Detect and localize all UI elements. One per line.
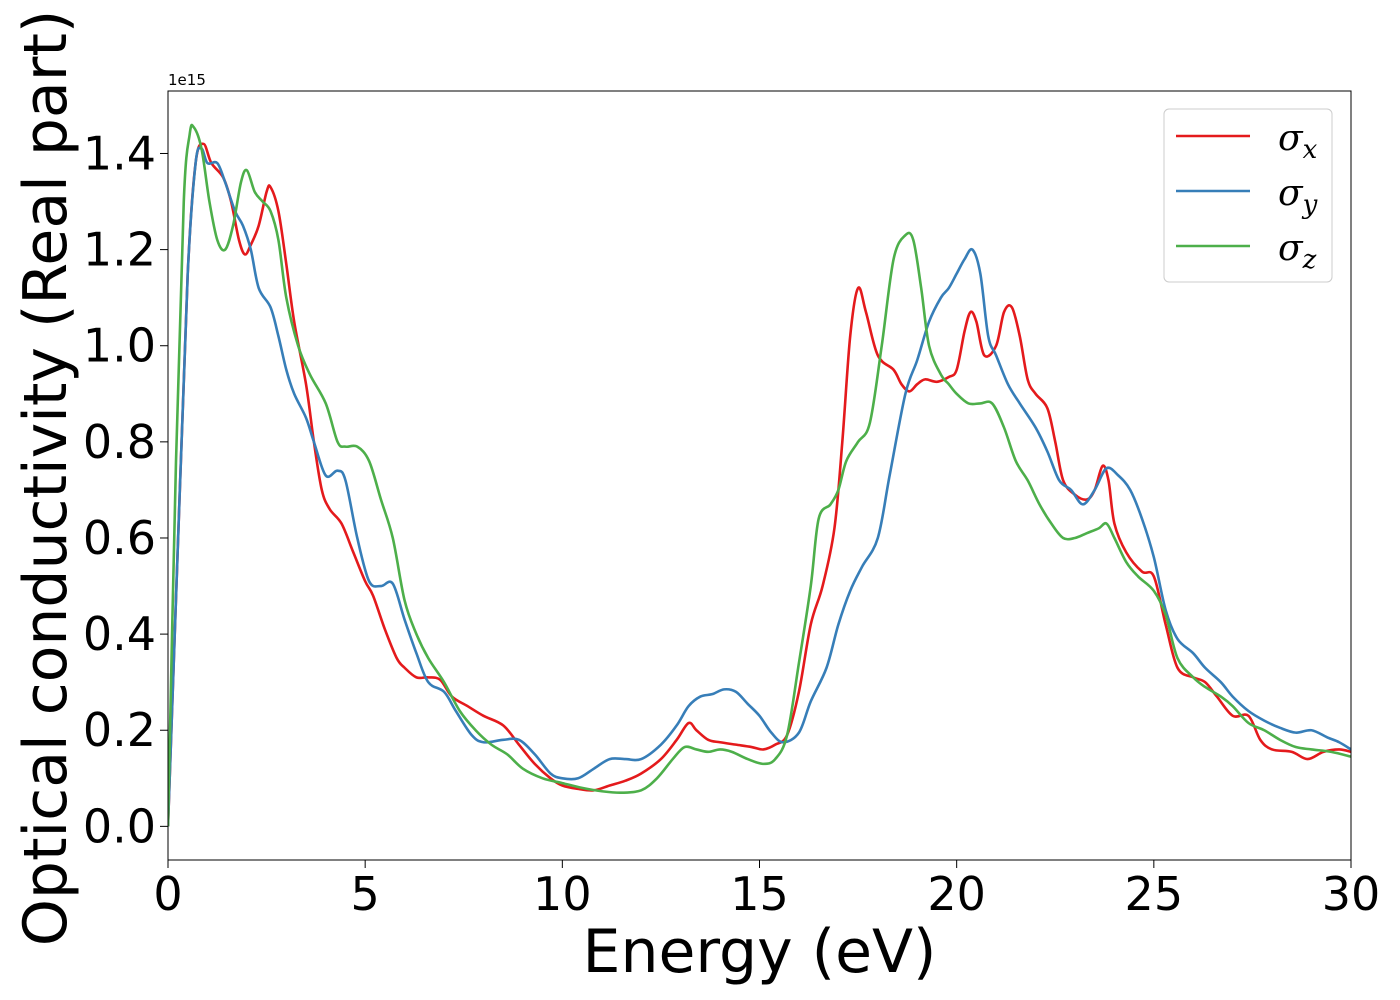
legend-symbol: σ [1278, 228, 1304, 269]
y-tick-label: 0.8 [83, 415, 156, 469]
legend-symbol: σ [1278, 173, 1304, 214]
x-tick-label: 5 [351, 867, 380, 921]
legend-subscript: z [1302, 245, 1317, 275]
y-offset-text: 1e15 [168, 71, 206, 89]
x-tick-label: 20 [927, 867, 986, 921]
x-tick-label: 25 [1125, 867, 1184, 921]
y-tick-label: 1.2 [83, 223, 156, 277]
y-tick-label: 1.4 [83, 126, 156, 180]
series-line-z [168, 123, 1351, 827]
legend-subscript: y [1302, 190, 1318, 220]
legend-subscript: x [1303, 135, 1318, 165]
y-tick-label: 0.6 [83, 511, 156, 565]
series-line-x [168, 142, 1351, 827]
x-tick-label: 0 [153, 867, 182, 921]
x-tick-label: 15 [730, 867, 789, 921]
y-tick-label: 0.0 [83, 799, 156, 853]
y-tick-label: 0.4 [83, 607, 156, 661]
y-axis: 0.0 0.2 0.4 0.6 0.8 1.0 1.2 1.4 [83, 126, 168, 853]
y-tick-label: 0.2 [83, 703, 156, 757]
legend-label-y: σy [1278, 173, 1318, 220]
series-line-y [168, 146, 1351, 827]
y-tick-label: 1.0 [83, 319, 156, 373]
x-tick-label: 30 [1322, 867, 1381, 921]
y-axis-label: Optical conductivity (Real part) [11, 10, 81, 947]
legend-label-x: σx [1278, 118, 1318, 165]
legend-box [1163, 108, 1333, 283]
legend-symbol: σ [1278, 118, 1304, 159]
x-tick-label: 10 [533, 867, 592, 921]
legend-label-z: σz [1278, 228, 1317, 275]
x-axis: 0 5 10 15 20 25 30 [153, 860, 1380, 921]
x-axis-label: Energy (eV) [583, 917, 937, 987]
series-layer [168, 123, 1351, 827]
